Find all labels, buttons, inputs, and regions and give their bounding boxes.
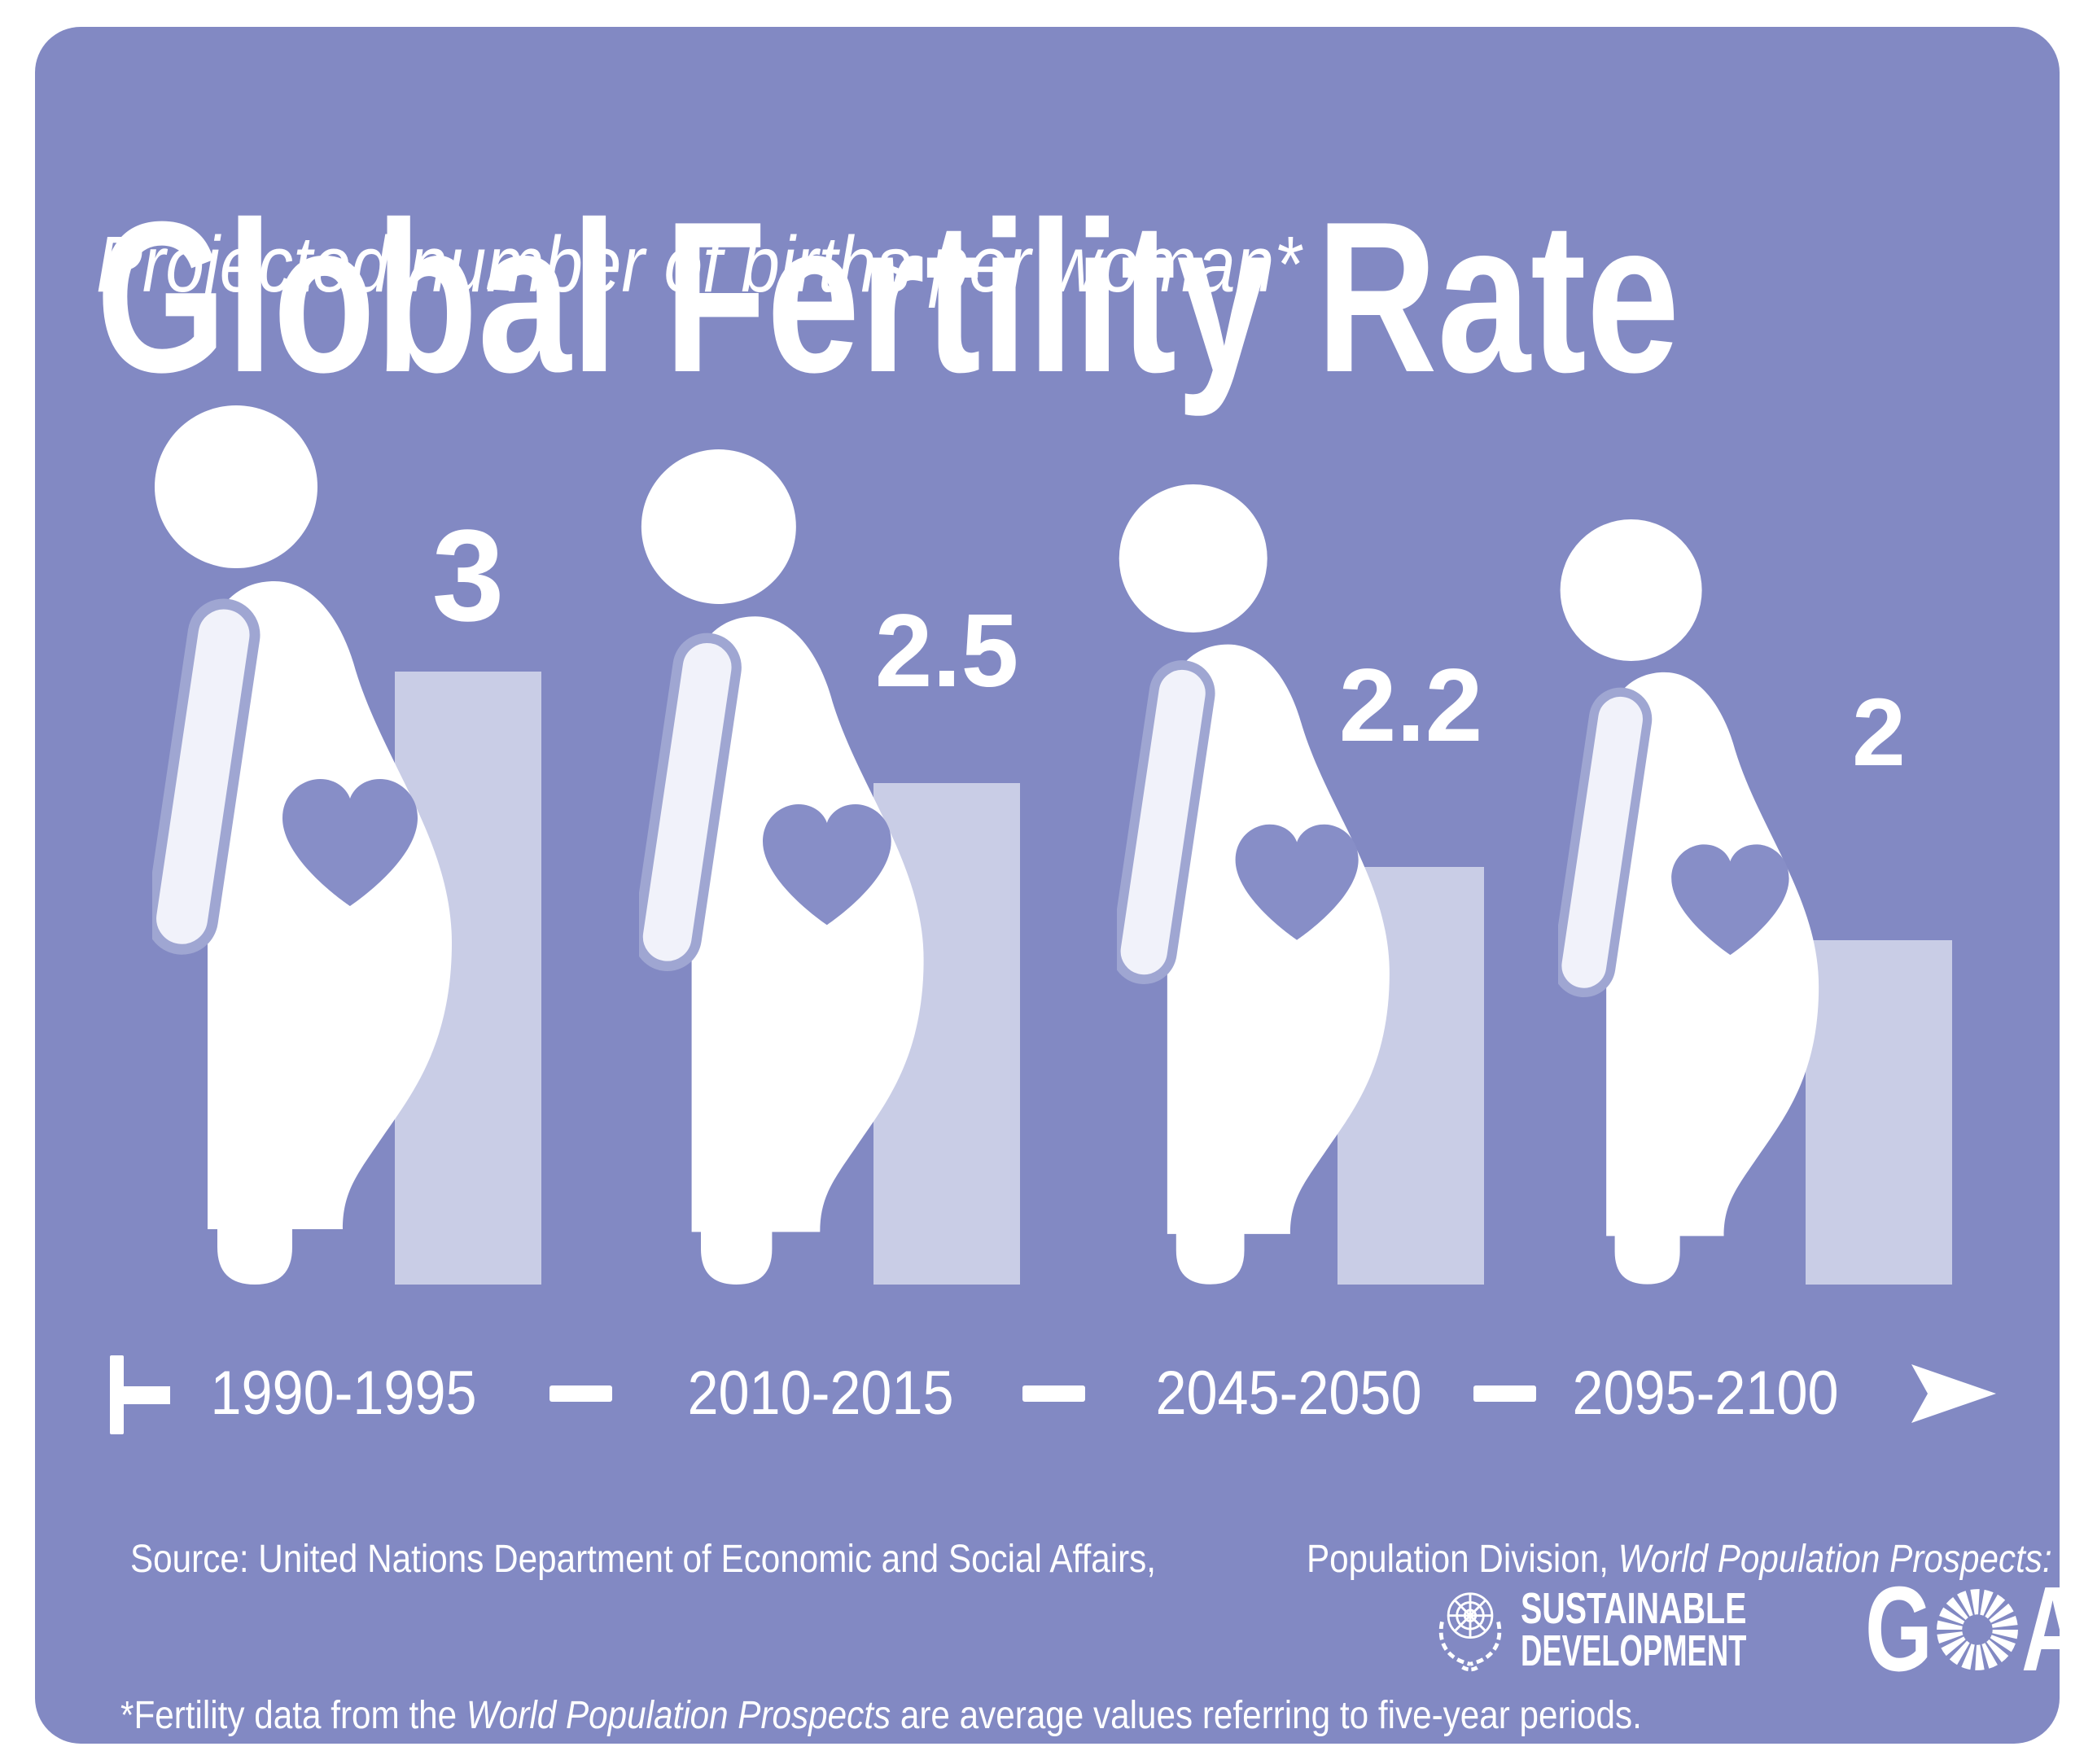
fertility-value-label: 2 (1852, 679, 1906, 786)
source-attribution: Source: United Nations Department of Eco… (130, 1536, 2084, 1584)
timeline-period-label: 1990-1995 (210, 1359, 477, 1428)
source-line-2: Population Division, World Population Pr… (1307, 1538, 2084, 1581)
figure-head (641, 449, 796, 604)
fertility-footnote: *Fertility data from the World Populatio… (120, 1694, 1642, 1737)
page-title: Global Fertility Rate (96, 176, 1680, 417)
goals-letters-als: ALS (2021, 1562, 2084, 1696)
sdg-sustainable-label: SUSTAINABLE (1521, 1584, 1747, 1633)
pregnant-woman-figure (152, 405, 452, 1285)
figure-leg (217, 967, 292, 1285)
figure-head (155, 405, 317, 568)
fertility-bar (1806, 940, 1952, 1285)
sdg-development-label: DEVELOPMENT (1521, 1626, 1747, 1675)
fetus-heart-icon (1235, 824, 1359, 940)
goals-letter-g: G (1865, 1562, 1933, 1696)
sdg-wordmark: SUSTAINABLE DEVELOPMENT (1521, 1584, 1855, 1675)
fetus-heart-icon (1671, 844, 1789, 956)
timeline-start-marker-tick (122, 1386, 170, 1404)
pregnant-woman-figure (1117, 484, 1390, 1285)
figure-leg (1176, 996, 1245, 1285)
sdg-logo: SUSTAINABLE DEVELOPMENT G ALS (1431, 1562, 2084, 1696)
sdg-goals-wordmark: G ALS (1865, 1562, 2084, 1696)
fetus-heart-icon (282, 779, 418, 906)
figure-arm (1558, 688, 1653, 998)
pregnant-woman-figure (639, 449, 924, 1285)
sdg-color-wheel-icon (1937, 1589, 2018, 1670)
figure-leg (701, 983, 773, 1285)
figure-arm (152, 598, 260, 955)
timeline-period-label: 2010-2015 (687, 1359, 954, 1428)
page-subtitle: Projected number of births per woman* (96, 220, 1302, 309)
timeline-period-label: 2095-2100 (1572, 1359, 1839, 1428)
figure-head (1119, 484, 1267, 633)
pregnant-woman-figure (1558, 519, 1819, 1285)
figure-arm (1117, 660, 1215, 985)
fertility-value-label: 2.2 (1338, 646, 1483, 763)
fertility-value-label: 2.5 (874, 592, 1019, 708)
timeline-arrow-right-icon (1911, 1364, 1996, 1423)
figure-arm (639, 633, 742, 971)
timeline-dash (549, 1385, 612, 1402)
timeline-period-label: 2045-2050 (1155, 1359, 1422, 1428)
source-line-1: Source: United Nations Department of Eco… (130, 1538, 1157, 1581)
figure-leg (1614, 1008, 1680, 1285)
figure-head (1560, 519, 1702, 662)
timeline-dash (1473, 1385, 1536, 1402)
fetus-heart-icon (763, 804, 891, 926)
un-emblem-icon (1438, 1592, 1502, 1672)
fertility-value-label: 3 (431, 502, 505, 649)
timeline-dash (1022, 1385, 1085, 1402)
timeline-start-marker-icon (110, 1355, 124, 1434)
